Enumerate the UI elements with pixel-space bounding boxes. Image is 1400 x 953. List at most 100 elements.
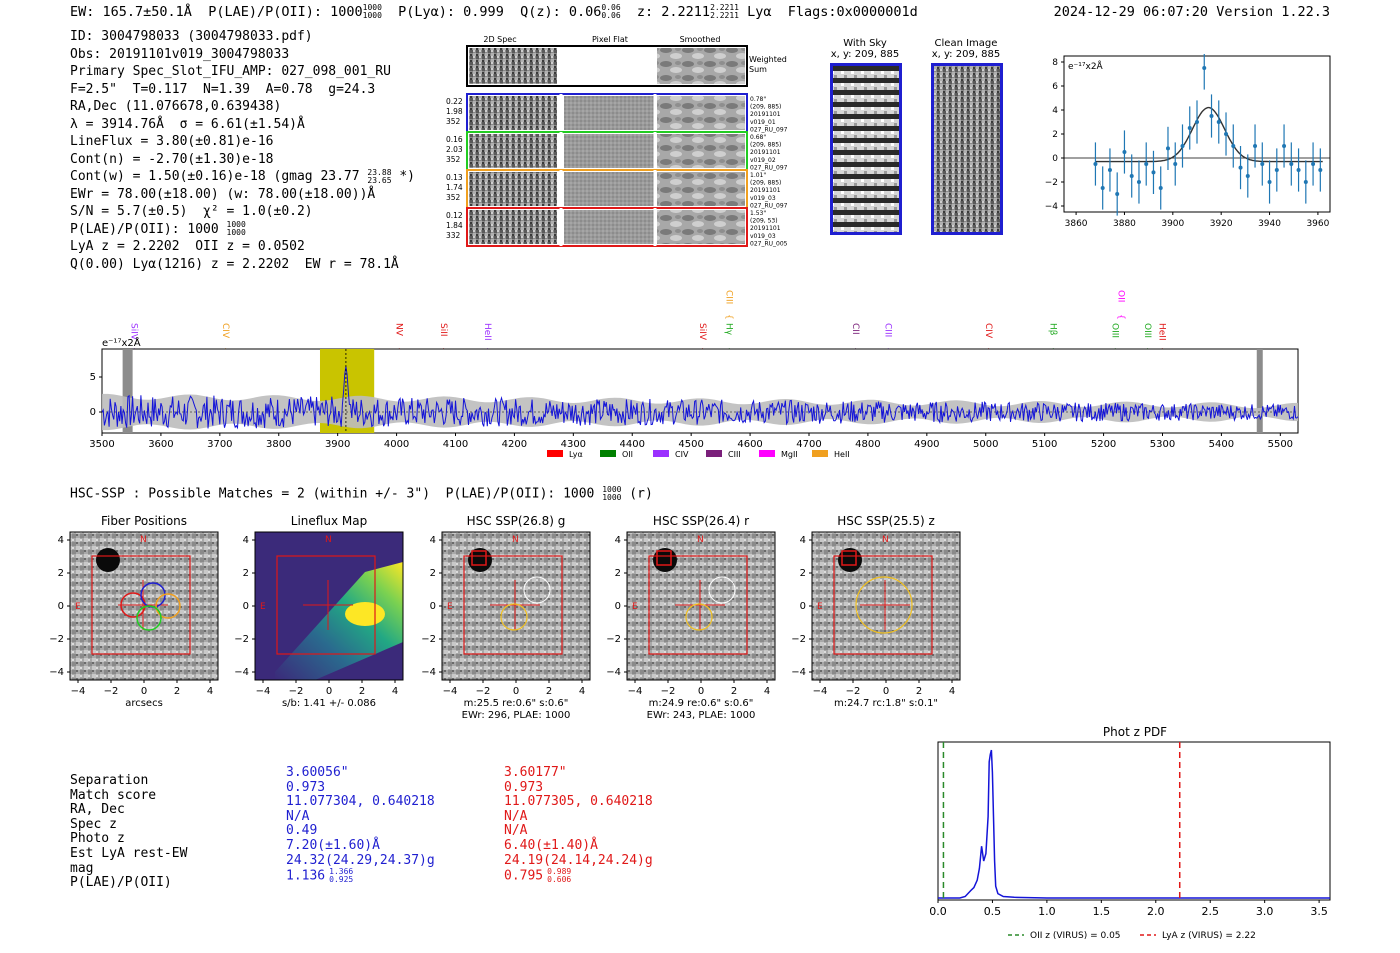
spectrum-xtick-label: 3700 [207,439,232,450]
panel-ytick-label: 4 [243,535,249,546]
spectrum-xtick-label: 4800 [855,439,880,450]
spectrum-xtick-label: 4300 [561,439,586,450]
table-value: 24.19(24.14,24.24)g [504,852,653,868]
spectrum-xtick-label: 5000 [973,439,998,450]
sum-label: Sum [749,65,767,74]
fiber-right-value: (209, 53) [750,218,778,225]
fiber-right-value: 0.68" [750,134,766,141]
fiber-left-value: 2.03 [446,145,463,154]
detection-info: ID: 3004798033 (3004798033.pdf) Obs: 201… [70,28,415,273]
fiber-left-value: 1.98 [446,107,463,116]
legend-swatch [547,450,563,457]
panel-ytick-label: 0 [430,601,436,612]
fiber-right-value: 0.78" [750,96,766,103]
image-cutout [70,532,218,680]
panel-xtick-label: −4 [443,686,458,697]
emission-line-label: CIV [983,323,993,339]
spectrum-xtick-label: 5400 [1209,439,1234,450]
phot-z-pdf-plot: Phot z PDF 0.0 0.5 1.0 1.5 2.0 2.5 3.0 3.5 OII … [929,725,1331,941]
emission-line-label: SiIV [697,323,707,341]
fiber-2d-spec [469,172,557,206]
ewr: EWr = 78.00(±18.00) (w: 78.00(±18.00))Å [70,186,376,202]
panel-ytick-label: −4 [606,667,621,678]
match-ellipse [855,576,913,634]
table-value: 0.973 [286,779,326,795]
panel-xtick-label: 4 [764,686,770,697]
emission-line-label: CII [850,323,860,335]
north-label: N [882,535,889,545]
fiber-left-value: 352 [446,155,461,164]
legend-label: OII z (VIRUS) = 0.05 [1030,931,1121,941]
data-point [1151,170,1156,175]
panel-xtick-label: 2 [546,686,552,697]
panel-ytick-label: 0 [243,601,249,612]
data-point [1231,144,1236,148]
fiber-smoothed [657,210,745,244]
spectrum-xtick-label: 3900 [325,439,350,450]
match-ellipse [708,576,736,604]
data-point [1173,162,1178,166]
panel-ytick-label: 2 [430,568,436,579]
full-spectrum-plot: SiIV{CIV{NV{SiII{HeII{SiIV{Hγ{CIII{CII{C… [89,290,1299,459]
pdf-xtick-label: 0.5 [984,905,1002,918]
panel-xtick-label: −2 [476,686,491,697]
panel-caption: s/b: 1.41 +/- 0.086 [282,698,376,709]
panel-ytick-label: −4 [49,667,64,678]
fiber-2d-spec [469,96,557,130]
fiber-right-value: 1.01" [750,172,766,179]
fiber-2d-spec [469,134,557,168]
fiber-right-value: (209, 885) [750,180,781,187]
fiber-circle [136,605,162,631]
fiber-circle [120,592,146,618]
panel-title: HSC SSP(26.4) r [653,514,749,528]
panel-xtick-label: 4 [949,686,955,697]
fiber-pixel-flat [564,96,654,130]
panel-xtick-label: 4 [207,686,213,697]
table-value: 1.136 1.366 0.925 [286,867,354,885]
lineflux: LineFlux = 3.80(±0.81)e-16 [70,134,274,149]
table-label: Separation [70,773,149,788]
fiber-right-value: 20191101 [750,149,781,156]
legend-swatch [759,450,775,457]
fiber-right-value: 20191101 [750,187,781,194]
spectrum-unit-label: e⁻¹⁷x2Å [102,336,141,349]
zoom-ytick-label: 6 [1052,82,1058,92]
fiber-circle [155,593,181,619]
panel-ytick-label: 0 [800,601,806,612]
lineflux-map-emission [275,562,403,680]
data-point [1318,168,1323,172]
panel-ytick-label: 2 [58,568,64,579]
data-point [1303,180,1308,184]
fiber-right-value: 20191101 [750,225,781,232]
table-value: 0.49 [286,823,318,839]
panel-ytick-label: −4 [234,667,249,678]
zoom-unit-label: e⁻¹⁷x2Å [1068,60,1104,72]
data-point [1267,180,1272,184]
aperture-box [648,555,748,655]
zoom-xtick-label: 3860 [1065,219,1088,229]
fiber-pixel-flat [564,172,654,206]
panel-xtick-label: −2 [846,686,861,697]
fiber-left-value: 0.12 [446,211,463,220]
spectrum-xtick-label: 5100 [1032,439,1057,450]
spectrum-xtick-label: 3500 [89,439,114,450]
spectrum-xtick-label: 4600 [737,439,762,450]
aperture-box [91,555,191,655]
table-label: mag [70,860,94,876]
cont-w: Cont(w) = 1.50(±0.16)e-18 (gmag 23.77 23… [70,167,415,185]
legend-swatch [706,450,722,457]
data-point [1289,162,1294,166]
fiber-left-value: 332 [446,231,461,240]
panel-xtick-label: 0 [326,686,332,697]
table-label: Est LyA rest-EW [70,845,188,861]
panel-xtick-label: −2 [661,686,676,697]
emission-line-label: OIII [1109,323,1119,338]
table-value: N/A [504,823,528,839]
lya-oii-z: LyA z = 2.2202 OII z = 0.0502 [70,239,305,254]
panel-xtick-label: 2 [174,686,180,697]
panel-ytick-label: 4 [615,535,621,546]
data-point [1136,180,1141,184]
spectrum-xtick-label: 4400 [620,439,645,450]
zoom-ytick-label: 8 [1052,58,1058,68]
panel-ytick-label: 2 [800,568,806,579]
